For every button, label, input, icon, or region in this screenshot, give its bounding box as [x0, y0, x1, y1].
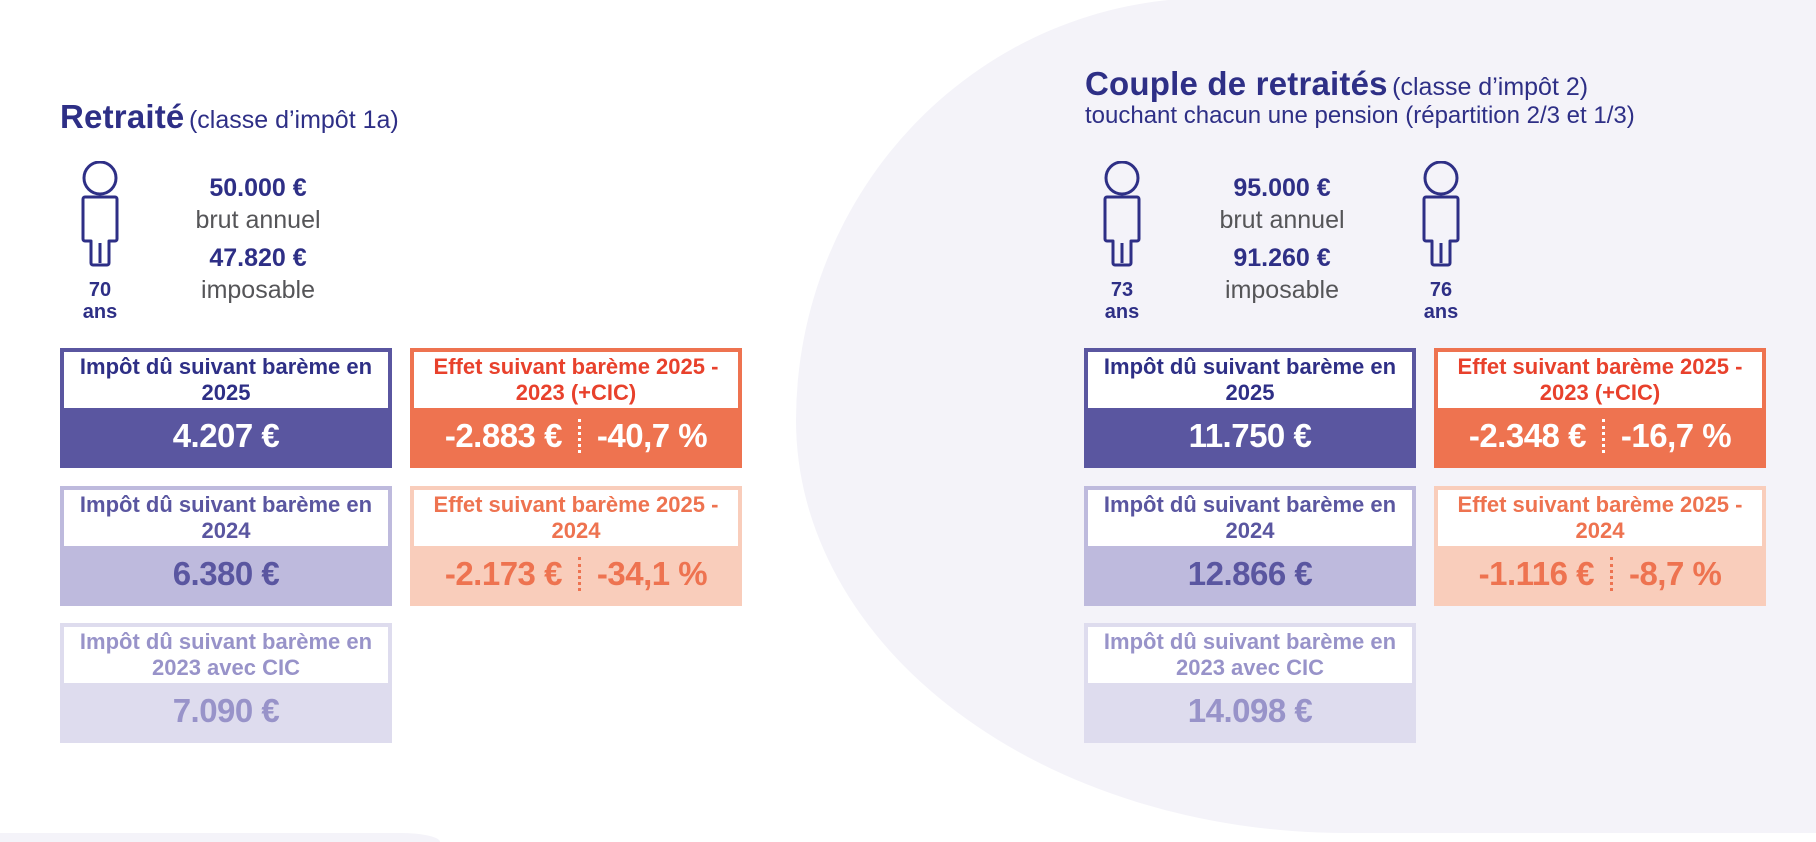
- single-tax-2024-card: Impôt dû suivant barème en 2024 6.380 €: [60, 486, 392, 606]
- card-label: Effet suivant barème 2025 - 2024: [1438, 490, 1762, 546]
- dotted-separator: [577, 419, 581, 453]
- single-age-unit: ans: [82, 301, 118, 323]
- effect-amount: -1.116 €: [1478, 555, 1595, 592]
- single-age: 70: [88, 279, 112, 301]
- card-values: -2.173 € -34,1 %: [414, 546, 738, 602]
- couple-taxable-label: imposable: [1225, 276, 1339, 304]
- card-label: Impôt dû suivant barème en 2024: [1088, 490, 1412, 546]
- couple-effect-2025-2024-card: Effet suivant barème 2025 - 2024 -1.116 …: [1434, 486, 1766, 606]
- effect-amount: -2.348 €: [1468, 417, 1587, 454]
- couple-person-1: 73 ans: [1102, 161, 1142, 323]
- card-values: -2.883 € -40,7 %: [414, 408, 738, 464]
- single-title-suffix: (classe d’impôt 1a): [188, 106, 399, 134]
- card-values: -1.116 € -8,7 %: [1438, 546, 1762, 602]
- couple-person-1-age: 73: [1110, 279, 1134, 301]
- card-label: Impôt dû suivant barème en 2023 avec CIC: [64, 627, 388, 683]
- card-label: Impôt dû suivant barème en 2025: [1088, 352, 1412, 408]
- couple-person-2-age: 76: [1429, 279, 1453, 301]
- single-taxable-amount: 47.820 €: [209, 244, 307, 272]
- couple-subtitle: touchant chacun une pension (répartition…: [1085, 102, 1635, 129]
- single-income-info: 50.000 € brut annuel 47.820 € imposable: [158, 172, 358, 306]
- dotted-separator: [1609, 557, 1613, 591]
- couple-person-1-age-unit: ans: [1104, 301, 1140, 323]
- effect-amount: -2.883 €: [444, 417, 563, 454]
- single-person: 70 ans: [80, 161, 120, 323]
- dotted-separator: [577, 557, 581, 591]
- card-label: Impôt dû suivant barème en 2024: [64, 490, 388, 546]
- couple-tax-2023-card: Impôt dû suivant barème en 2023 avec CIC…: [1084, 623, 1416, 743]
- card-label: Impôt dû suivant barème en 2023 avec CIC: [1088, 627, 1412, 683]
- card-value: 7.090 €: [172, 692, 280, 729]
- single-effect-2025-2023-card: Effet suivant barème 2025 - 2023 (+CIC) …: [410, 348, 742, 468]
- couple-gross-label: brut annuel: [1219, 206, 1345, 234]
- single-gross-label: brut annuel: [195, 206, 321, 234]
- single-effect-2025-2024-card: Effet suivant barème 2025 - 2024 -2.173 …: [410, 486, 742, 606]
- bottom-strip: [0, 833, 440, 842]
- single-taxable-label: imposable: [201, 276, 315, 304]
- couple-tax-2024-card: Impôt dû suivant barème en 2024 12.866 €: [1084, 486, 1416, 606]
- effect-percent: -16,7 %: [1620, 417, 1732, 454]
- card-label: Effet suivant barème 2025 - 2023 (+CIC): [414, 352, 738, 408]
- couple-effect-2025-2023-card: Effet suivant barème 2025 - 2023 (+CIC) …: [1434, 348, 1766, 468]
- couple-person-2: 76 ans: [1421, 161, 1461, 323]
- effect-percent: -40,7 %: [596, 417, 708, 454]
- couple-title-suffix: (classe d’impôt 2): [1392, 73, 1589, 101]
- card-value: 11.750 €: [1188, 417, 1312, 454]
- couple-income-info: 95.000 € brut annuel 91.260 € imposable: [1182, 172, 1382, 306]
- dotted-separator: [1601, 419, 1605, 453]
- card-values: -2.348 € -16,7 %: [1438, 408, 1762, 464]
- single-tax-2025-card: Impôt dû suivant barème en 2025 4.207 €: [60, 348, 392, 468]
- card-value: 12.866 €: [1187, 555, 1313, 592]
- couple-title: Couple de retraités (classe d’impôt 2): [1085, 65, 1588, 103]
- effect-percent: -34,1 %: [596, 555, 708, 592]
- couple-title-main: Couple de retraités: [1085, 65, 1388, 102]
- card-value: 6.380 €: [172, 555, 280, 592]
- card-value: 4.207 €: [172, 417, 280, 454]
- card-label: Effet suivant barème 2025 - 2023 (+CIC): [1438, 352, 1762, 408]
- single-title: Retraité (classe d’impôt 1a): [60, 98, 399, 136]
- effect-amount: -2.173 €: [444, 555, 563, 592]
- couple-person-2-age-unit: ans: [1423, 301, 1459, 323]
- couple-taxable-amount: 91.260 €: [1233, 244, 1331, 272]
- person-icon: [81, 161, 119, 267]
- single-gross-amount: 50.000 €: [209, 174, 307, 202]
- single-title-main: Retraité: [60, 98, 185, 135]
- person-icon: [1422, 161, 1460, 267]
- person-icon: [1103, 161, 1141, 267]
- couple-gross-amount: 95.000 €: [1233, 174, 1331, 202]
- effect-percent: -8,7 %: [1628, 555, 1722, 592]
- card-label: Impôt dû suivant barème en 2025: [64, 352, 388, 408]
- card-label: Effet suivant barème 2025 - 2024: [414, 490, 738, 546]
- couple-tax-2025-card: Impôt dû suivant barème en 2025 11.750 €: [1084, 348, 1416, 468]
- single-tax-2023-card: Impôt dû suivant barème en 2023 avec CIC…: [60, 623, 392, 743]
- card-value: 14.098 €: [1187, 692, 1313, 729]
